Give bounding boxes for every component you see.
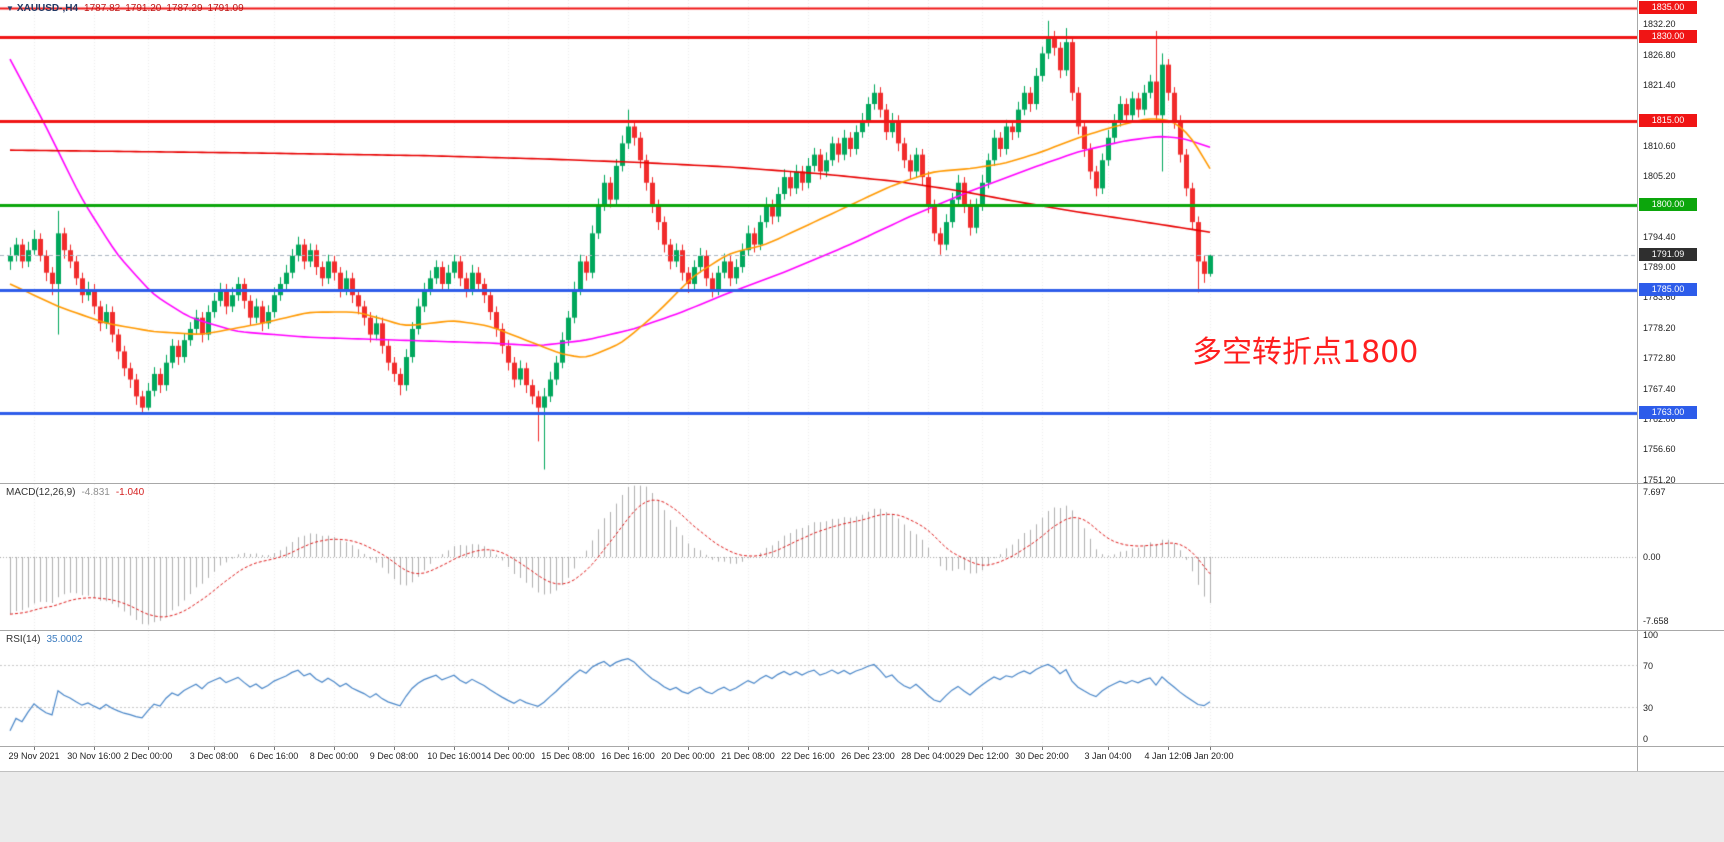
macd-value-signal: -1.040 [115, 487, 145, 498]
time-tick [808, 747, 809, 750]
time-axis-label: 8 Dec 00:00 [309, 751, 359, 761]
time-tick [928, 747, 929, 750]
time-axis-label: 28 Dec 04:00 [901, 751, 955, 761]
price-gridline-label: 1783.60 [1643, 292, 1676, 303]
time-axis-label: 10 Dec 16:00 [427, 751, 481, 761]
macd-title: MACD(12,26,9) [6, 487, 76, 498]
time-tick [748, 747, 749, 750]
price-gridline-label: 1778.20 [1643, 322, 1676, 333]
ohlc-close: 1791.09 [207, 3, 244, 14]
price-level-badge: 1815.00 [1639, 113, 1697, 127]
price-gridline-label: 1826.80 [1643, 49, 1676, 60]
rsi-axis-label: 100 [1643, 630, 1659, 641]
price-level-badge: 1830.00 [1639, 29, 1697, 43]
time-axis-label: 16 Dec 16:00 [601, 751, 655, 761]
price-gridline-label: 1810.60 [1643, 140, 1676, 151]
panel-divider[interactable] [0, 483, 1724, 484]
price-gridline-label: 1821.40 [1643, 79, 1676, 90]
macd-value-main: -4.831 [81, 487, 110, 498]
time-tick [1108, 747, 1109, 750]
time-tick [688, 747, 689, 750]
time-tick [568, 747, 569, 750]
rsi-canvas[interactable] [0, 631, 1637, 746]
chart-dropdown-arrow-icon[interactable]: ▼ [6, 4, 14, 13]
rsi-axis-label: 0 [1643, 733, 1649, 744]
time-tick [454, 747, 455, 750]
price-gridline-label: 1756.60 [1643, 444, 1676, 455]
time-tick [34, 747, 35, 750]
time-tick [148, 747, 149, 750]
time-axis-label: 4 Jan 12:00 [1144, 751, 1192, 761]
time-tick [868, 747, 869, 750]
time-axis-label: 3 Jan 04:00 [1084, 751, 1132, 761]
time-axis-label: 2 Dec 00:00 [123, 751, 173, 761]
time-axis-label: 26 Dec 23:00 [841, 751, 895, 761]
time-axis-label: 21 Dec 08:00 [721, 751, 775, 761]
price-gridline-label: 1805.20 [1643, 170, 1676, 181]
time-axis-label: 20 Dec 00:00 [661, 751, 715, 761]
macd-canvas[interactable] [0, 484, 1637, 630]
time-axis-label: 30 Nov 16:00 [67, 751, 121, 761]
price-gridline-label: 1751.20 [1643, 474, 1676, 485]
panel-divider[interactable] [0, 746, 1724, 747]
time-tick [628, 747, 629, 750]
time-axis-label: 22 Dec 16:00 [781, 751, 835, 761]
symbol-name: XAUUSD-,H4 [16, 3, 79, 14]
price-level-badge: 1835.00 [1639, 1, 1697, 15]
ohlc-low: 1787.29 [166, 3, 203, 14]
time-axis-label: 5 Jan 20:00 [1186, 751, 1234, 761]
time-tick [1042, 747, 1043, 750]
time-tick [214, 747, 215, 750]
time-axis[interactable]: 29 Nov 2021 30 Nov 16:00 2 Dec 00:00 3 Dec … [0, 747, 1637, 771]
rsi-indicator-label: RSI(14) 35.0002 [6, 634, 83, 645]
price-level-badge: 1785.00 [1639, 282, 1697, 296]
time-axis-label: 30 Dec 20:00 [1015, 751, 1069, 761]
panel-divider[interactable] [0, 630, 1724, 631]
ohlc-open: 1787.82 [84, 3, 121, 14]
macd-indicator-label: MACD(12,26,9) -4.831 -1.040 [6, 487, 144, 498]
macd-axis-label: 0.00 [1643, 552, 1661, 562]
time-tick [1168, 747, 1169, 750]
price-gridline-label: 1772.80 [1643, 353, 1676, 364]
time-axis-label: 9 Dec 08:00 [369, 751, 419, 761]
time-tick [1210, 747, 1211, 750]
price-level-badge: 1763.00 [1639, 406, 1697, 420]
price-gridline-label: 1832.20 [1643, 19, 1676, 30]
symbol-ohlc-info: ▼ XAUUSD-,H4 1787.82 1791.20 1787.29 1791.09 [6, 3, 249, 14]
price-gridline-label: 1789.00 [1643, 262, 1676, 273]
macd-axis-label: -7.658 [1643, 616, 1669, 627]
time-axis-label: 29 Nov 2021 [8, 751, 60, 761]
macd-axis-label: 7.697 [1643, 487, 1666, 498]
bottom-strip [0, 771, 1724, 842]
time-tick [274, 747, 275, 750]
rsi-axis-label: 30 [1643, 702, 1654, 713]
price-level-badge: 1800.00 [1639, 198, 1697, 212]
price-axis[interactable]: 1832.20 1826.80 1821.40 1810.60 1805.20 1794.… [1637, 0, 1724, 771]
time-axis-label: 3 Dec 08:00 [189, 751, 239, 761]
price-gridline-label: 1794.40 [1643, 231, 1676, 242]
price-gridline-label: 1767.40 [1643, 383, 1676, 394]
ohlc-high: 1791.20 [125, 3, 162, 14]
rsi-axis-label: 70 [1643, 661, 1654, 672]
annotation-text[interactable]: 多空转折点1800 [1192, 335, 1419, 370]
time-axis-label: 14 Dec 00:00 [481, 751, 535, 761]
time-tick [334, 747, 335, 750]
time-tick [94, 747, 95, 750]
time-tick [508, 747, 509, 750]
current-price-badge: 1791.09 [1639, 248, 1697, 262]
time-axis-label: 15 Dec 08:00 [541, 751, 595, 761]
time-tick [394, 747, 395, 750]
price-chart-canvas[interactable] [0, 0, 1637, 483]
time-axis-label: 6 Dec 16:00 [249, 751, 299, 761]
rsi-value: 35.0002 [46, 634, 83, 645]
time-axis-label: 29 Dec 12:00 [955, 751, 1009, 761]
time-tick [982, 747, 983, 750]
rsi-title: RSI(14) [6, 634, 41, 645]
